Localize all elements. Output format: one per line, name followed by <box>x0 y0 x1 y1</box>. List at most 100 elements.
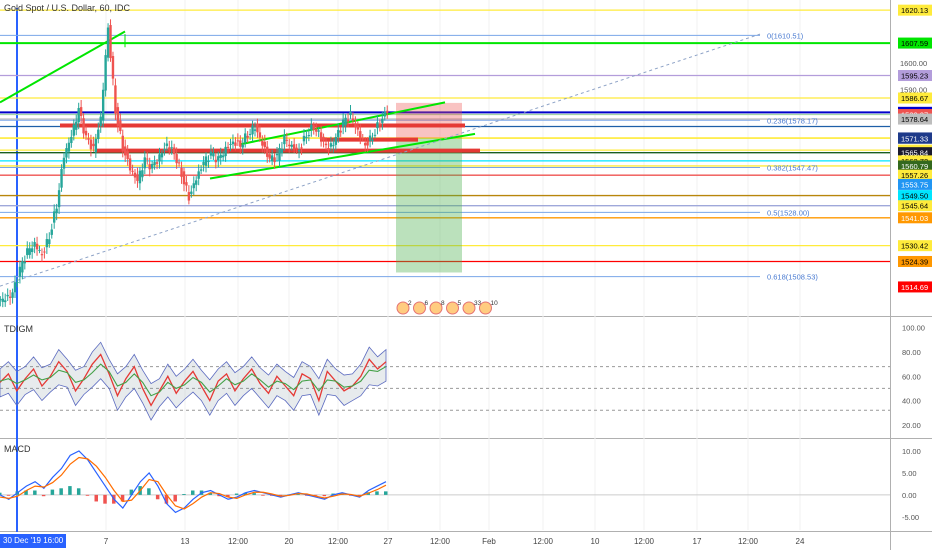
macd-histogram-bar <box>261 494 265 496</box>
event-marker-count: 8 <box>441 300 445 307</box>
candle-body <box>366 141 369 146</box>
x-tick-label: 12:00 <box>328 537 349 546</box>
candle-body <box>229 144 232 146</box>
rsi-series-line <box>0 353 387 407</box>
candle-body <box>339 130 342 133</box>
candle-body <box>60 168 63 188</box>
candle-body <box>234 142 237 146</box>
candle-body <box>256 123 259 133</box>
macd-histogram-bar <box>375 491 379 495</box>
macd-y-tick-label: 0.00 <box>902 491 917 500</box>
event-marker-icon <box>413 301 426 315</box>
candle-body <box>190 191 193 194</box>
candle-body <box>295 147 298 149</box>
macd-histogram-bar <box>68 486 72 495</box>
price-tag-label: 1578.64 <box>901 115 928 124</box>
macd-histogram-bar <box>50 489 55 495</box>
candle-body <box>373 134 377 136</box>
macd-histogram-bar <box>33 490 37 495</box>
price-tag <box>898 255 932 267</box>
candle-body <box>94 138 98 153</box>
candle-body <box>138 170 142 184</box>
candle-body <box>349 111 352 116</box>
candle-body <box>87 138 90 140</box>
macd-series-line <box>0 450 387 514</box>
candle-body <box>124 146 127 156</box>
price-tag <box>898 37 932 49</box>
candle-body <box>217 156 220 161</box>
x-tick-label: 17 <box>693 537 702 546</box>
candle-body <box>114 85 117 114</box>
macd-histogram-bar <box>182 494 186 495</box>
candle-body <box>111 56 115 79</box>
candle-body <box>160 153 164 158</box>
candle-body <box>204 156 208 166</box>
price-tag-label: 1571.33 <box>901 134 928 143</box>
candle-body <box>258 132 262 138</box>
macd-histogram-bar <box>0 492 2 495</box>
price-tag-label: 1530.42 <box>901 242 928 251</box>
candle-body <box>315 129 318 132</box>
candle-body <box>251 125 254 135</box>
candle-body <box>180 167 183 177</box>
candle-body <box>0 299 2 301</box>
stop-zone <box>396 102 462 139</box>
x-tick-label: 12:00 <box>430 537 451 546</box>
candle-body <box>55 208 58 214</box>
candle-body <box>155 162 159 164</box>
event-marker-icon <box>396 301 410 315</box>
candle-body <box>290 144 293 147</box>
candle-body <box>77 108 80 123</box>
candle-body <box>386 110 389 113</box>
candle-body <box>38 249 41 251</box>
candle-body <box>89 139 93 150</box>
candle-body <box>344 117 347 126</box>
candle-body <box>310 124 313 130</box>
candle-body <box>273 157 276 163</box>
macd-histogram-bar <box>59 488 63 495</box>
x-tick-label: 10 <box>591 537 600 546</box>
candle-body <box>119 120 122 132</box>
macd-histogram-bar <box>331 493 335 495</box>
macd-histogram-bar <box>313 494 318 496</box>
price-tag-label: 1549.50 <box>901 192 928 201</box>
x-tick-label: 27 <box>384 537 393 546</box>
rsi-series-line <box>0 363 387 397</box>
macd-histogram-bar <box>103 494 107 504</box>
trend-line <box>0 30 126 104</box>
macd-pane-label: MACD <box>4 444 31 454</box>
candle-body <box>312 125 315 130</box>
price-tag <box>898 200 932 212</box>
macd-histogram-bar <box>94 494 98 502</box>
candle-body <box>141 170 144 178</box>
candle-body <box>195 180 198 185</box>
candle-body <box>168 147 171 150</box>
candle-body <box>268 154 271 159</box>
macd-histogram-bar <box>243 492 248 495</box>
macd-histogram-bar <box>322 494 327 497</box>
candle-body <box>57 190 61 208</box>
macd-y-tick-label: 5.00 <box>902 469 917 478</box>
candle-body <box>285 139 289 141</box>
rsi-y-tick-label: 40.00 <box>902 397 921 406</box>
price-tag-label: 1607.59 <box>901 39 928 48</box>
x-tick-label: 20 <box>285 537 294 546</box>
candle-body <box>363 142 367 146</box>
candle-body <box>133 172 137 178</box>
candle-body <box>52 211 56 223</box>
candle-body <box>253 129 257 131</box>
candle-body <box>371 139 374 142</box>
candle-body <box>209 151 213 156</box>
candle-body <box>146 158 149 160</box>
candle-body <box>30 248 34 253</box>
event-marker-count: 5 <box>458 300 462 307</box>
candle-body <box>70 136 73 144</box>
macd-histogram-bar <box>129 489 134 495</box>
candle-body <box>199 169 203 171</box>
candle-body <box>346 119 350 122</box>
candle-body <box>214 159 218 163</box>
macd-series-line <box>0 456 387 510</box>
price-tag-label: 1565.84 <box>901 149 928 158</box>
